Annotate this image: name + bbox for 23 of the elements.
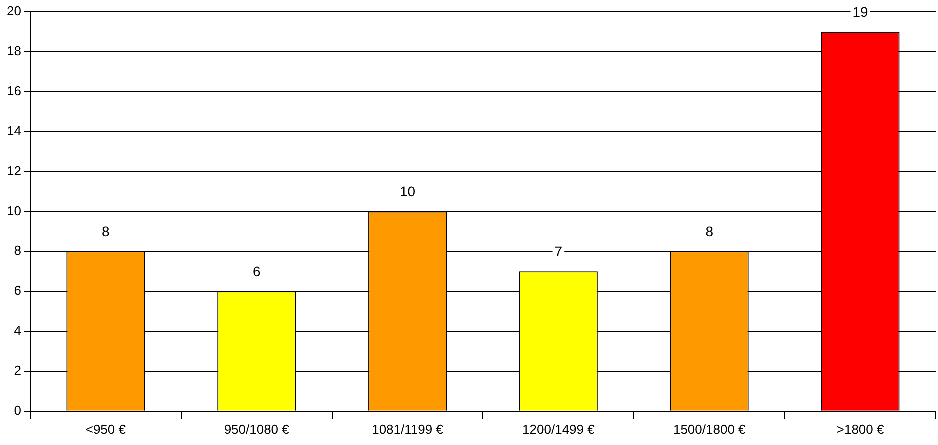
data-label: 8 xyxy=(706,224,714,240)
y-tick-label: 10 xyxy=(6,203,22,218)
data-label: 8 xyxy=(102,224,110,240)
y-tick-label: 18 xyxy=(6,44,22,59)
data-label: 6 xyxy=(252,263,261,280)
x-tick-label: 1081/1199 € xyxy=(372,422,444,437)
y-tick-label: 20 xyxy=(6,4,22,19)
data-label: 10 xyxy=(400,184,416,200)
x-tick-label: 1200/1499 € xyxy=(522,422,596,437)
y-tick-label: 16 xyxy=(6,83,22,98)
x-tick-label: 1500/1800 € xyxy=(673,422,747,437)
x-tick-label: >1800 € xyxy=(836,422,885,437)
x-tick-label: <950 € xyxy=(86,422,127,437)
data-label: 19 xyxy=(852,4,869,20)
y-tick-label: 4 xyxy=(14,323,22,338)
data-label: 7 xyxy=(554,243,563,260)
y-tick-label: 14 xyxy=(6,123,22,138)
y-tick-label: 0 xyxy=(14,402,22,418)
x-tick-label: 950/1080 € xyxy=(224,422,290,437)
y-tick-label: 6 xyxy=(14,283,22,298)
y-tick-label: 2 xyxy=(14,363,22,378)
y-tick-label: 12 xyxy=(6,163,22,178)
y-tick-label: 8 xyxy=(14,243,22,258)
